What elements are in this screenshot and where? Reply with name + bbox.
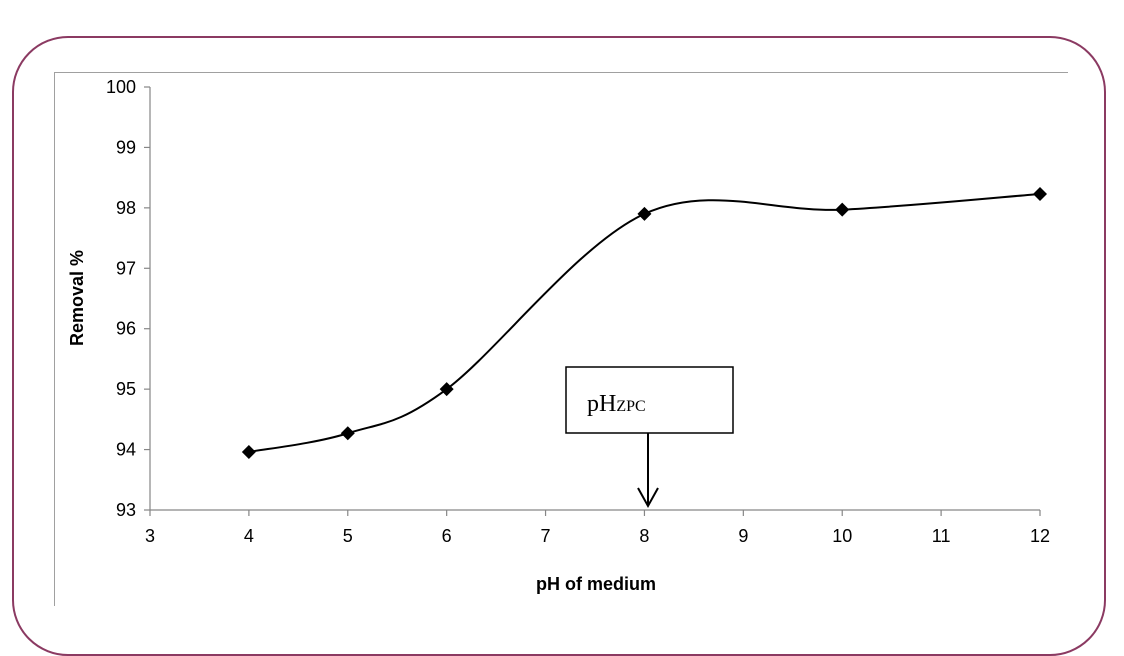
- y-axis-title: Removal %: [67, 250, 87, 346]
- data-point: [637, 206, 652, 221]
- zpc-annotation: pHZPC: [565, 366, 734, 509]
- data-point: [835, 202, 850, 217]
- x-tick-label: 11: [932, 526, 951, 546]
- data-point: [340, 426, 355, 441]
- data-point: [241, 444, 256, 459]
- x-tick-label: 6: [442, 526, 452, 546]
- y-tick-label: 99: [116, 137, 136, 157]
- y-tick-label: 97: [116, 258, 136, 278]
- x-tick-label: 12: [1030, 526, 1050, 546]
- annotation-label: pHZPC: [587, 391, 646, 417]
- x-tick-label: 10: [832, 526, 852, 546]
- annotation-box: [565, 366, 734, 434]
- axes: [144, 86, 1041, 516]
- y-tick-label: 100: [106, 77, 136, 97]
- annotation-subscript: ZPC: [616, 398, 645, 415]
- series-group: [241, 186, 1047, 459]
- y-tick-label: 95: [116, 379, 136, 399]
- x-tick-label: 3: [145, 526, 155, 546]
- y-tick-label: 94: [116, 440, 136, 460]
- removal-vs-ph-chart: 93 94 95 96 97 98 99 100 3 4 5 6 7 8 9 10 11 12 pHZPC pH …: [67, 77, 1050, 594]
- x-tick-label: 7: [541, 526, 551, 546]
- x-tick-label: 8: [639, 526, 649, 546]
- y-tick-label: 93: [116, 500, 136, 520]
- y-tick-label: 96: [116, 319, 136, 339]
- tick-labels: 93 94 95 96 97 98 99 100 3 4 5 6 7 8 9 10 11 12: [106, 77, 1050, 546]
- x-tick-label: 9: [738, 526, 748, 546]
- data-point: [439, 382, 454, 397]
- x-tick-label: 4: [244, 526, 254, 546]
- x-axis-title: pH of medium: [536, 574, 656, 594]
- y-tick-label: 98: [116, 198, 136, 218]
- annotation-main: pH: [587, 391, 616, 417]
- x-tick-label: 5: [343, 526, 353, 546]
- annotation-arrow-head: [637, 487, 659, 509]
- chart-plot-area: [54, 72, 1068, 606]
- data-point: [1033, 186, 1047, 201]
